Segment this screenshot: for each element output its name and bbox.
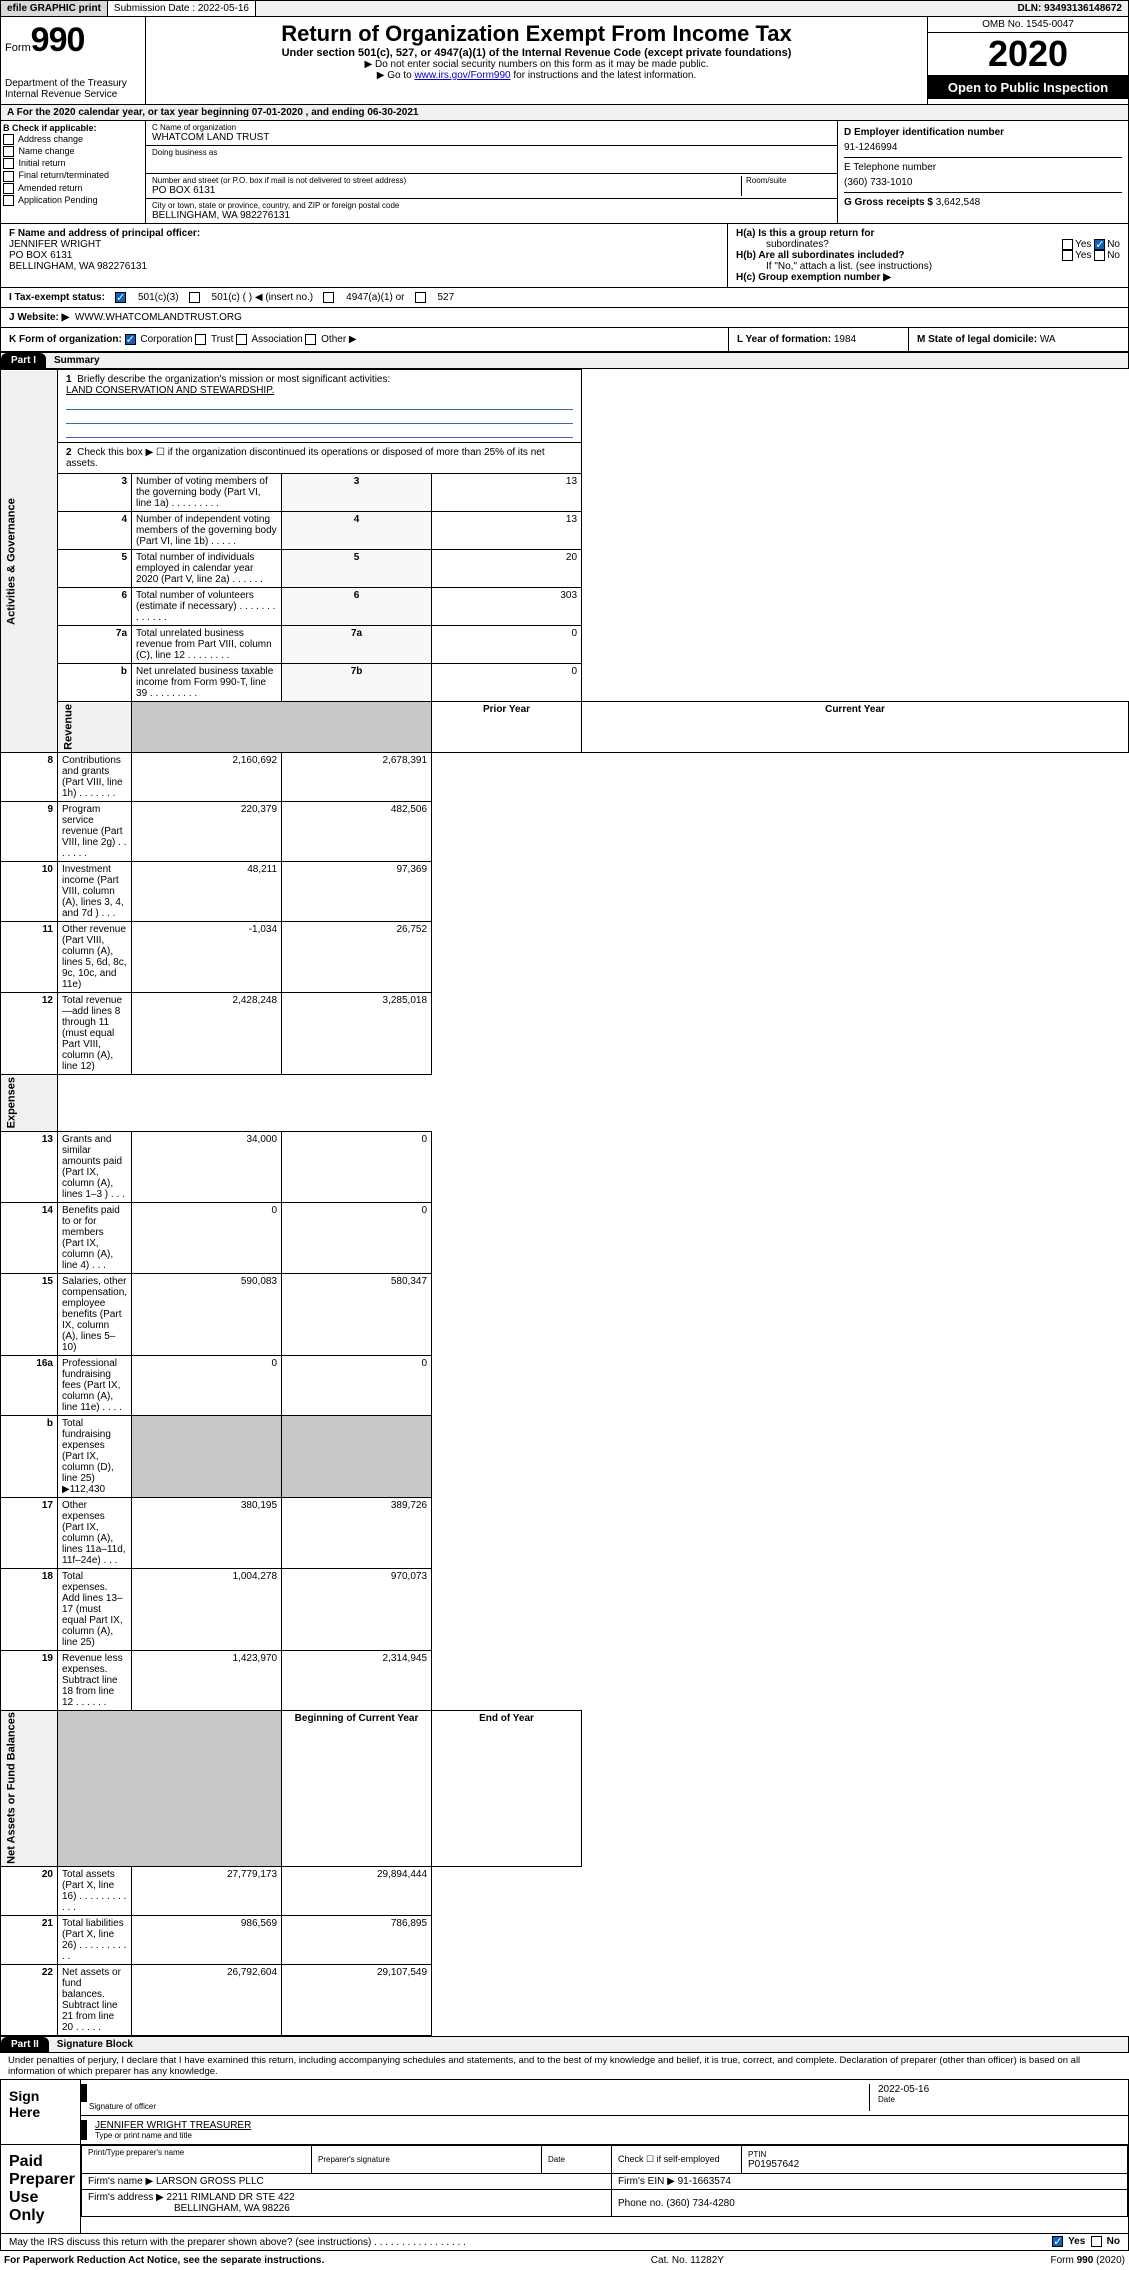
paid-preparer-label: Paid Preparer Use Only bbox=[1, 2145, 81, 2233]
firm-ein: 91-1663574 bbox=[678, 2176, 731, 2187]
gov-val-6: 303 bbox=[432, 588, 582, 626]
org-info-block: B Check if applicable: Address change Na… bbox=[0, 121, 1129, 224]
form-number: 990 bbox=[31, 21, 85, 59]
part1-title: Summary bbox=[46, 353, 108, 368]
open-to-public: Open to Public Inspection bbox=[928, 76, 1128, 99]
chk-address-change[interactable] bbox=[3, 134, 14, 145]
org-address: PO BOX 6131 bbox=[152, 185, 741, 196]
chk-ha-yes[interactable] bbox=[1062, 239, 1073, 250]
chk-final-return[interactable] bbox=[3, 171, 14, 182]
top-bar: efile GRAPHIC print Submission Date : 20… bbox=[0, 0, 1129, 17]
website-url: WWW.WHATCOMLANDTRUST.ORG bbox=[75, 312, 242, 323]
chk-hb-no[interactable] bbox=[1094, 250, 1105, 261]
chk-501c3[interactable] bbox=[115, 292, 126, 303]
form-subtitle: Under section 501(c), 527, or 4947(a)(1)… bbox=[150, 47, 923, 59]
tax-year: 2020 bbox=[928, 33, 1128, 76]
gov-val-5: 20 bbox=[432, 550, 582, 588]
gov-val-3: 13 bbox=[432, 474, 582, 512]
omb-number: OMB No. 1545-0047 bbox=[928, 17, 1128, 33]
officer-name: JENNIFER WRIGHT bbox=[9, 239, 719, 250]
prep-phone: (360) 734-4280 bbox=[666, 2198, 734, 2209]
form-header: Form990 Department of the Treasury Inter… bbox=[0, 17, 1129, 105]
part2-tag: Part II bbox=[1, 2037, 49, 2052]
firm-name: LARSON GROSS PLLC bbox=[156, 2176, 264, 2187]
phone: (360) 733-1010 bbox=[844, 177, 1122, 188]
tax-exempt-row: I Tax-exempt status: 501(c)(3) 501(c) ( … bbox=[0, 288, 1129, 308]
submission-date: Submission Date : 2022-05-16 bbox=[107, 1, 256, 16]
ptin: P01957642 bbox=[748, 2159, 1121, 2170]
gov-val-7b: 0 bbox=[432, 664, 582, 702]
gov-val-7a: 0 bbox=[432, 626, 582, 664]
perjury-text: Under penalties of perjury, I declare th… bbox=[0, 2053, 1129, 2079]
state-domicile: WA bbox=[1040, 334, 1056, 345]
chk-4947[interactable] bbox=[323, 292, 334, 303]
chk-pending[interactable] bbox=[3, 195, 14, 206]
chk-trust[interactable] bbox=[195, 334, 206, 345]
officer-name-title: JENNIFER WRIGHT TREASURER bbox=[95, 2120, 1120, 2131]
form-title: Return of Organization Exempt From Incom… bbox=[150, 21, 923, 47]
irs-label: Internal Revenue Service bbox=[5, 89, 141, 100]
chk-amended[interactable] bbox=[3, 183, 14, 194]
tax-year-range: A For the 2020 calendar year, or tax yea… bbox=[0, 105, 1129, 121]
dept-treasury: Department of the Treasury bbox=[5, 78, 141, 89]
ein: 91-1246994 bbox=[844, 142, 1122, 153]
year-formation: 1984 bbox=[834, 334, 856, 345]
chk-initial-return[interactable] bbox=[3, 158, 14, 169]
side-net: Net Assets or Fund Balances bbox=[1, 1710, 58, 1867]
sig-date: 2022-05-16 bbox=[878, 2084, 1120, 2095]
summary-table: Activities & Governance 1 Briefly descri… bbox=[0, 369, 1129, 2036]
org-city: BELLINGHAM, WA 982276131 bbox=[152, 210, 831, 221]
chk-discuss-no[interactable] bbox=[1091, 2236, 1102, 2247]
form990-link[interactable]: www.irs.gov/Form990 bbox=[414, 70, 510, 81]
ssn-note: ▶ Do not enter social security numbers o… bbox=[150, 59, 923, 70]
dln: DLN: 93493136148672 bbox=[1011, 1, 1128, 16]
sign-here: Sign Here bbox=[1, 2080, 81, 2144]
chk-hb-yes[interactable] bbox=[1062, 250, 1073, 261]
chk-name-change[interactable] bbox=[3, 146, 14, 157]
page-footer: For Paperwork Reduction Act Notice, see … bbox=[0, 2251, 1129, 2270]
chk-discuss-yes[interactable] bbox=[1052, 2236, 1063, 2247]
chk-ha-no[interactable] bbox=[1094, 239, 1105, 250]
gov-val-4: 13 bbox=[432, 512, 582, 550]
chk-corp[interactable] bbox=[125, 334, 136, 345]
org-name: WHATCOM LAND TRUST bbox=[152, 132, 831, 143]
chk-other[interactable] bbox=[305, 334, 316, 345]
k-row: K Form of organization: Corporation Trus… bbox=[0, 328, 1129, 352]
website-row: J Website: ▶ WWW.WHATCOMLANDTRUST.ORG bbox=[0, 308, 1129, 328]
side-governance: Activities & Governance bbox=[1, 370, 58, 753]
chk-527[interactable] bbox=[415, 292, 426, 303]
preparer-block: Paid Preparer Use Only Print/Type prepar… bbox=[0, 2145, 1129, 2250]
part1-tag: Part I bbox=[1, 353, 46, 368]
part2-title: Signature Block bbox=[49, 2037, 141, 2052]
efile-link[interactable]: efile GRAPHIC print bbox=[1, 1, 107, 16]
signature-block: Sign Here Signature of officer 2022-05-1… bbox=[0, 2079, 1129, 2145]
chk-501c[interactable] bbox=[189, 292, 200, 303]
side-expenses: Expenses bbox=[1, 1075, 58, 1131]
officer-group-block: F Name and address of principal officer:… bbox=[0, 224, 1129, 288]
mission-text: LAND CONSERVATION AND STEWARDSHIP. bbox=[66, 385, 573, 396]
chk-assoc[interactable] bbox=[236, 334, 247, 345]
side-revenue: Revenue bbox=[58, 702, 132, 753]
gross-receipts: 3,642,548 bbox=[936, 197, 981, 208]
